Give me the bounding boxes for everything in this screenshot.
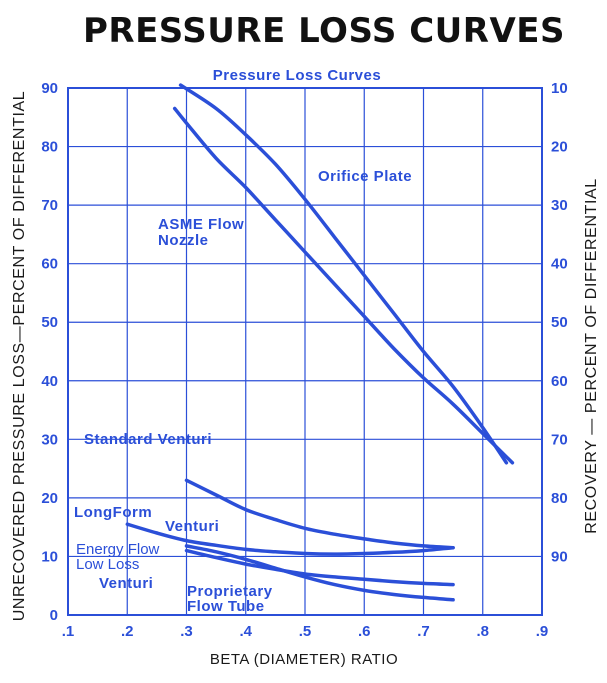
curve-orifice-plate	[178, 83, 509, 465]
y2-tick-label: 90	[551, 548, 568, 565]
y2-tick-label: 10	[551, 80, 568, 97]
curve-asme-flow-nozzle	[172, 106, 515, 465]
x-tick-label: .1	[62, 623, 75, 640]
y2-tick-label: 70	[551, 431, 568, 448]
right-axis-ticks: 10 20 30 40 50 60 70 80 90	[551, 80, 568, 565]
label-longform-line1: LongForm	[74, 504, 152, 521]
x-tick-label: .7	[417, 623, 430, 640]
label-proprietary-line2: Flow Tube	[187, 598, 265, 615]
y2-tick-label: 80	[551, 490, 568, 507]
label-energy-line2: Low Loss	[76, 556, 139, 573]
left-axis-ticks: 0 10 20 30 40 50 60 70 80 90	[41, 80, 58, 624]
curve-longform-venturi	[125, 522, 455, 556]
label-energy-line1: Energy Flow	[76, 541, 160, 558]
x-tick-label: .4	[239, 623, 252, 640]
label-standard-venturi: Standard Venturi	[84, 431, 212, 448]
y-tick-label: 60	[41, 256, 58, 273]
label-proprietary-line1: Proprietary	[187, 583, 273, 600]
label-asme-line1: ASME Flow	[158, 216, 244, 233]
curve-energy-flow-low-loss-venturi	[184, 548, 455, 587]
y-tick-label: 70	[41, 197, 58, 214]
x-tick-label: .5	[299, 623, 312, 640]
y2-axis-label: RECOVERY — PERCENT OF DIFFERENTIAL	[583, 178, 600, 534]
x-tick-label: .2	[121, 623, 134, 640]
y-tick-label: 20	[41, 490, 58, 507]
y-tick-label: 10	[41, 548, 58, 565]
grid	[68, 88, 542, 615]
y-tick-label: 80	[41, 139, 58, 156]
x-axis-label: BETA (DIAMETER) RATIO	[210, 651, 398, 668]
x-tick-label: .9	[536, 623, 549, 640]
y-axis-label: UNRECOVERED PRESSURE LOSS—PERCENT OF DIF…	[11, 91, 28, 622]
curve-standard-venturi	[184, 478, 455, 550]
chart-subtitle: Pressure Loss Curves	[213, 67, 381, 84]
label-longform-line2: Venturi	[165, 518, 219, 535]
y-tick-label: 40	[41, 373, 58, 390]
chart-title: PRESSURE LOSS CURVES	[83, 11, 565, 51]
y-tick-label: 30	[41, 431, 58, 448]
y2-tick-label: 60	[551, 373, 568, 390]
y-tick-label: 50	[41, 314, 58, 331]
label-orifice-plate: Orifice Plate	[318, 168, 412, 185]
plot-frame	[67, 87, 543, 616]
y2-tick-label: 40	[551, 256, 568, 273]
y2-tick-label: 20	[551, 139, 568, 156]
y2-tick-label: 50	[551, 314, 568, 331]
x-tick-label: .6	[358, 623, 371, 640]
curve-proprietary-flow-tube	[184, 544, 455, 602]
y-tick-label: 90	[41, 80, 58, 97]
y-tick-label: 0	[50, 607, 58, 624]
x-tick-label: .3	[180, 623, 193, 640]
x-axis-ticks: .1 .2 .3 .4 .5 .6 .7 .8 .9	[62, 623, 549, 640]
y2-tick-label: 30	[551, 197, 568, 214]
label-asme-line2: Nozzle	[158, 232, 209, 249]
x-tick-label: .8	[476, 623, 489, 640]
curves	[125, 83, 515, 602]
label-energy-line3: Venturi	[99, 575, 153, 592]
